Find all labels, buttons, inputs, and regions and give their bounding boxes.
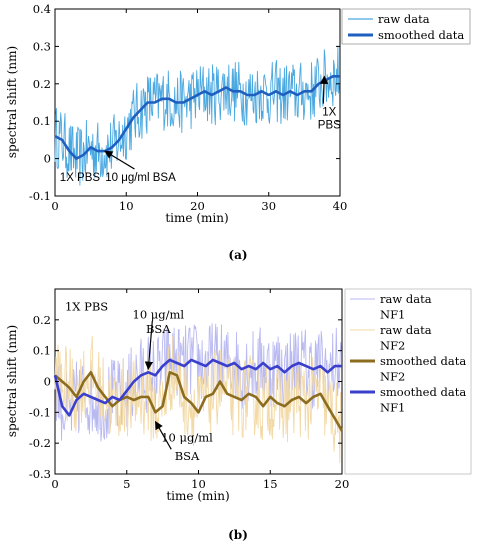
legend-label-b-1: NF1	[380, 308, 405, 322]
legend-a: raw data smoothed data	[341, 8, 471, 45]
x-tick-label-a: 10	[119, 199, 134, 213]
x-tick-label-a: 40	[333, 199, 348, 213]
legend-label-b-6: smoothed data	[380, 385, 466, 399]
x-tick-label-a: 30	[261, 199, 276, 213]
y-tick-label-a: 0.1	[33, 114, 51, 128]
annotation-a-2: 1X	[322, 107, 336, 119]
x-tick-label-b: 10	[191, 477, 206, 491]
x-axis-label-a: time (min)	[165, 211, 228, 225]
x-tick-label-b: 5	[123, 477, 130, 491]
legend-label-b-2: raw data	[380, 323, 432, 337]
annotation-b-3: 10 μg/ml	[161, 431, 213, 445]
y-axis-label-a: spectral shift (nm)	[5, 46, 19, 158]
x-tick-label-b: 20	[335, 477, 350, 491]
series-line-a-smoothed-data	[54, 75, 340, 160]
x-tick-label-a: 20	[190, 199, 205, 213]
legend-label-raw-data: raw data	[378, 12, 430, 26]
y-tick-label-b: -0.2	[29, 436, 51, 450]
y-tick-label-b: -0.1	[29, 405, 51, 419]
y-tick-label-a: -0.1	[29, 189, 51, 203]
series-line-b-smoothed-data-nf2	[54, 370, 344, 432]
annotation-a-3: PBS	[318, 120, 341, 132]
legend-label-b-3: NF2	[380, 339, 405, 353]
y-tick-label-a: 0.4	[33, 2, 51, 16]
annotation-arrow-b-3	[154, 420, 172, 450]
panel-caption-b: (b)	[228, 528, 248, 542]
x-tick-label-b: 15	[263, 477, 278, 491]
annotation-b-4: BSA	[175, 449, 200, 463]
panel-caption-a: (a)	[228, 248, 247, 262]
legend-label-b-5: NF2	[380, 370, 405, 384]
y-tick-label-b: -0.3	[29, 467, 51, 481]
x-tick-label-b: 0	[51, 477, 58, 491]
axis-ticks-a: 0 10 20 30 40-0.100.10.20.30.4	[29, 2, 348, 213]
annotation-b-0: 1X PBS	[65, 300, 108, 314]
y-tick-label-a: 0	[44, 152, 51, 166]
y-tick-label-b: 0	[44, 375, 51, 389]
y-tick-label-b: 0.1	[33, 344, 51, 358]
legend-box-b	[344, 288, 472, 475]
legend-box-a	[341, 8, 471, 45]
series-group-b	[53, 323, 344, 464]
annotation-arrow-a-2	[319, 75, 329, 104]
legend-label-b-4: smoothed data	[380, 354, 466, 368]
series-line-a-raw-data	[54, 46, 340, 186]
annotation-a-1: 10 μg/ml BSA	[105, 172, 176, 184]
series-line-b-raw-data-nf2	[54, 335, 342, 464]
x-axis-label-b: time (min)	[166, 489, 229, 503]
annotation-b-2: BSA	[146, 322, 171, 336]
y-axis-label-b: spectral shift (nm)	[5, 325, 19, 437]
annotation-arrow-a-1	[104, 150, 135, 170]
annotation-a-0: 1X PBS	[60, 172, 101, 184]
annotation-arrow-b-2	[144, 320, 154, 371]
y-tick-label-a: 0.2	[33, 77, 51, 91]
annotation-b-1: 10 μg/ml	[133, 307, 185, 321]
series-line-b-smoothed-data-nf1	[53, 358, 342, 417]
series-group-a	[54, 46, 340, 186]
axis-ticks-b: 0 5 10 15 20 -0.3 -0.2 -0.1 0 0.1 0.2	[29, 289, 350, 491]
y-tick-label-b: 0.2	[33, 313, 51, 327]
legend-label-b-7: NF1	[380, 401, 405, 415]
x-tick-label-a: 0	[51, 199, 58, 213]
y-tick-label-a: 0.3	[33, 39, 51, 53]
legend-label-b-0: raw data	[380, 292, 432, 306]
legend-label-smoothed-data: smoothed data	[378, 28, 464, 42]
